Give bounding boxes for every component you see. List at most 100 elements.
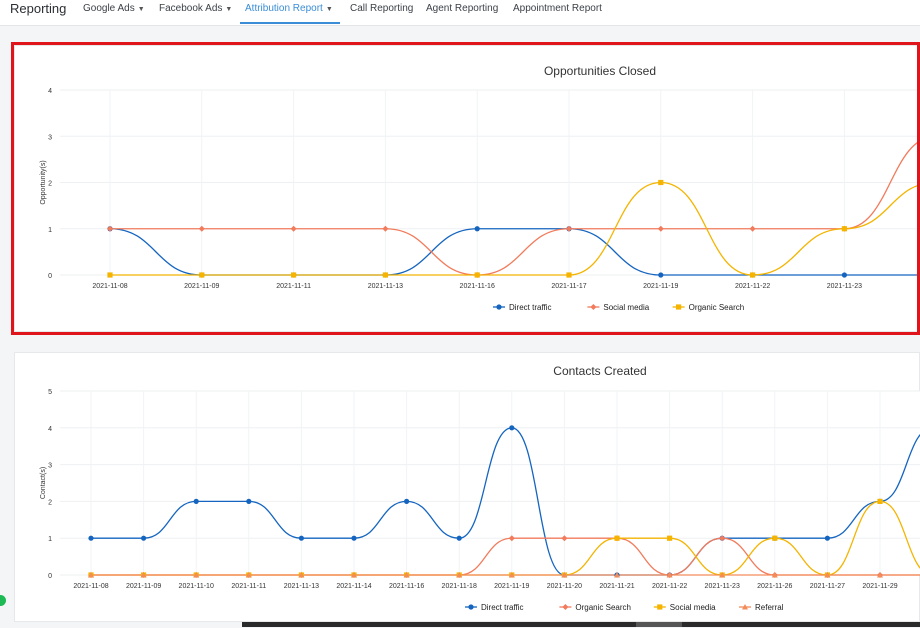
data-point bbox=[456, 535, 462, 541]
chart-title: Contacts Created bbox=[553, 364, 646, 378]
chevron-down-icon: ▼ bbox=[137, 6, 145, 13]
data-point bbox=[667, 535, 673, 541]
y-axis-label: Opportunity(s) bbox=[40, 160, 47, 204]
x-tick-label: 2021-11-09 bbox=[126, 583, 161, 590]
x-tick-label: 2021-11-13 bbox=[284, 583, 319, 590]
x-tick-label: 2021-11-09 bbox=[184, 283, 219, 290]
opportunities-card: 0 1 2 3 4 2021-11-08 2021-11-09 2021-11-11 2021-… bbox=[14, 45, 920, 332]
y-tick-label: 3 bbox=[48, 134, 52, 141]
data-point bbox=[107, 272, 113, 278]
data-point bbox=[88, 535, 94, 541]
bottom-bar-segment bbox=[636, 622, 682, 627]
data-point bbox=[824, 572, 831, 578]
nav-appointment-report[interactable]: Appointment Report bbox=[513, 3, 602, 14]
x-tick-label: 2021-11-19 bbox=[494, 583, 529, 590]
x-tick-label: 2021-11-20 bbox=[547, 583, 582, 590]
x-tick-label: 2021-11-16 bbox=[389, 583, 424, 590]
data-point bbox=[566, 272, 572, 278]
data-point bbox=[245, 572, 252, 578]
data-point bbox=[841, 272, 848, 278]
chart-title: Opportunities Closed bbox=[544, 64, 656, 78]
data-point bbox=[298, 535, 304, 541]
x-tick-label: 2021-11-27 bbox=[810, 583, 845, 590]
y-tick-label: 5 bbox=[48, 389, 52, 396]
data-point bbox=[658, 179, 664, 186]
legend-marker bbox=[676, 304, 682, 310]
contacts-chart: 0 1 2 3 4 5 2021-11-08 2021-11-09 2021-11-10 2021… bbox=[40, 364, 920, 612]
data-point bbox=[566, 225, 572, 232]
nav-attribution-report[interactable]: Attribution Report ▼ bbox=[245, 3, 333, 14]
brand-title: Reporting bbox=[10, 1, 67, 16]
data-point bbox=[719, 572, 726, 578]
x-tick-label: 2021-11-19 bbox=[643, 283, 678, 290]
x-tick-label: 2021-11-11 bbox=[231, 583, 266, 590]
legend-marker bbox=[496, 304, 502, 310]
nav-label: Facebook Ads bbox=[159, 3, 223, 14]
y-axis-label: Contact(s) bbox=[40, 467, 47, 499]
data-point bbox=[749, 225, 756, 232]
data-point bbox=[666, 572, 673, 578]
x-tick-label: 2021-11-16 bbox=[460, 283, 495, 290]
active-tab-indicator bbox=[240, 22, 340, 24]
data-point bbox=[404, 498, 410, 504]
x-tick-label: 2021-11-08 bbox=[73, 583, 108, 590]
x-tick-label: 2021-11-13 bbox=[368, 283, 403, 290]
legend-marker bbox=[468, 604, 474, 610]
bottom-bar bbox=[242, 622, 920, 627]
x-tick-label: 2021-11-29 bbox=[862, 583, 897, 590]
data-point bbox=[141, 535, 147, 541]
data-point bbox=[382, 272, 388, 278]
y-tick-label: 3 bbox=[48, 463, 52, 470]
y-tick-label: 1 bbox=[48, 536, 52, 543]
status-dot bbox=[0, 595, 6, 606]
data-point bbox=[614, 572, 620, 578]
data-point bbox=[107, 225, 113, 232]
nav-call-reporting[interactable]: Call Reporting bbox=[350, 3, 413, 14]
nav-agent-reporting[interactable]: Agent Reporting bbox=[426, 3, 498, 14]
x-tick-label: 2021-11-17 bbox=[551, 283, 586, 290]
data-point bbox=[298, 572, 305, 578]
legend-label: Organic Search bbox=[575, 603, 631, 612]
data-point bbox=[561, 535, 568, 542]
top-navigation: Reporting Google Ads ▼ Facebook Ads ▼ Attr… bbox=[0, 0, 920, 26]
nav-google-ads[interactable]: Google Ads ▼ bbox=[83, 3, 145, 14]
legend-marker bbox=[590, 304, 597, 310]
data-point bbox=[382, 225, 389, 232]
legend-marker bbox=[742, 604, 748, 610]
opportunities-chart: 0 1 2 3 4 2021-11-08 2021-11-09 2021-11-11 2021-… bbox=[40, 64, 920, 312]
data-point bbox=[508, 535, 515, 542]
data-point bbox=[290, 225, 297, 232]
data-point bbox=[140, 572, 147, 578]
nav-facebook-ads[interactable]: Facebook Ads ▼ bbox=[159, 3, 232, 14]
y-tick-label: 2 bbox=[48, 499, 52, 506]
data-point bbox=[561, 572, 568, 578]
legend-label: Organic Search bbox=[689, 303, 745, 312]
chevron-down-icon: ▼ bbox=[325, 6, 333, 13]
data-point bbox=[351, 572, 357, 578]
x-tick-label: 2021-11-14 bbox=[336, 583, 371, 590]
data-point bbox=[193, 572, 200, 578]
data-point bbox=[474, 272, 480, 278]
data-point bbox=[657, 225, 664, 232]
data-point bbox=[509, 425, 515, 431]
x-tick-label: 2021-11-23 bbox=[827, 283, 862, 290]
y-tick-label: 0 bbox=[48, 573, 52, 580]
y-tick-label: 0 bbox=[48, 273, 52, 280]
data-point bbox=[193, 498, 199, 504]
x-tick-label: 2021-11-10 bbox=[179, 583, 214, 590]
legend-marker bbox=[657, 604, 663, 610]
nav-label: Google Ads bbox=[83, 3, 135, 14]
chevron-down-icon: ▼ bbox=[225, 6, 233, 13]
y-tick-label: 4 bbox=[48, 426, 52, 433]
x-tick-label: 2021-11-22 bbox=[735, 283, 770, 290]
y-tick-label: 2 bbox=[48, 181, 52, 188]
data-point bbox=[508, 572, 515, 578]
contacts-card: 0 1 2 3 4 5 2021-11-08 2021-11-09 2021-11-10 2021… bbox=[14, 352, 920, 622]
legend-label: Direct traffic bbox=[509, 303, 552, 312]
data-point bbox=[199, 272, 205, 278]
nav-label: Call Reporting bbox=[350, 3, 414, 14]
x-tick-label: 2021-11-08 bbox=[92, 283, 127, 290]
data-point bbox=[719, 535, 726, 542]
data-point bbox=[198, 225, 205, 232]
data-point bbox=[351, 535, 357, 541]
